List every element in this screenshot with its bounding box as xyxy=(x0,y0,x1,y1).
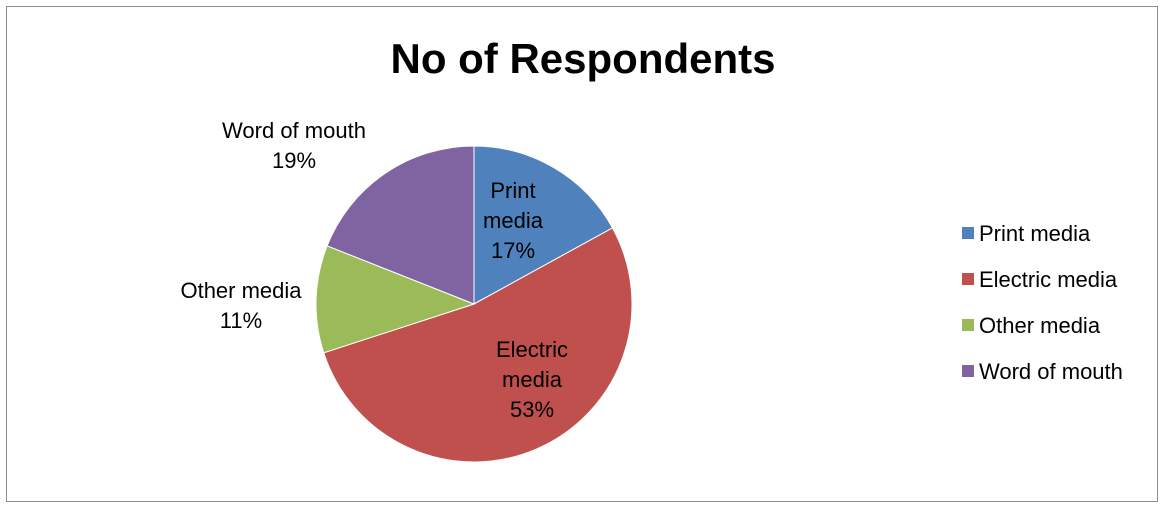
chart-title: No of Respondents xyxy=(391,35,776,82)
pie-slice-word-of-mouth xyxy=(326,145,475,305)
data-label-line: Electric xyxy=(496,337,568,362)
data-label-line: 53% xyxy=(510,397,554,422)
legend-label-word-of-mouth: Word of mouth xyxy=(979,359,1123,384)
legend-swatch-word-of-mouth xyxy=(962,365,974,377)
legend-swatch-other-media xyxy=(962,319,974,331)
data-label-line: Print xyxy=(490,178,535,203)
legend-label-electric-media: Electric media xyxy=(979,267,1118,292)
data-label-word-of-mouth: Word of mouth 19% xyxy=(222,118,366,173)
data-label-line: Other media xyxy=(180,278,302,303)
pie-slice-electric-media xyxy=(323,227,633,463)
legend-swatch-electric-media xyxy=(962,273,974,285)
legend-label-print-media: Print media xyxy=(979,221,1091,246)
data-label-electric-media: Electric media 53% xyxy=(496,337,568,422)
pie-slices xyxy=(315,145,633,463)
data-label-line: media xyxy=(483,208,544,233)
pie-slice-print-media xyxy=(473,145,614,305)
data-label-line: media xyxy=(502,367,563,392)
data-label-line: Word of mouth xyxy=(222,118,366,143)
legend-swatch-print-media xyxy=(962,227,974,239)
legend: Print media Electric media Other media Word… xyxy=(962,221,1123,384)
legend-label-other-media: Other media xyxy=(979,313,1101,338)
data-label-line: 19% xyxy=(272,148,316,173)
data-labels: Print media 17% Electric media 53% Other media… xyxy=(180,118,568,422)
data-label-line: 11% xyxy=(220,308,262,333)
data-label-other-media: Other media 11% xyxy=(180,278,302,333)
data-label-print-media: Print media 17% xyxy=(483,178,544,263)
pie-slice-other-media xyxy=(315,245,476,354)
data-label-line: 17% xyxy=(491,238,535,263)
